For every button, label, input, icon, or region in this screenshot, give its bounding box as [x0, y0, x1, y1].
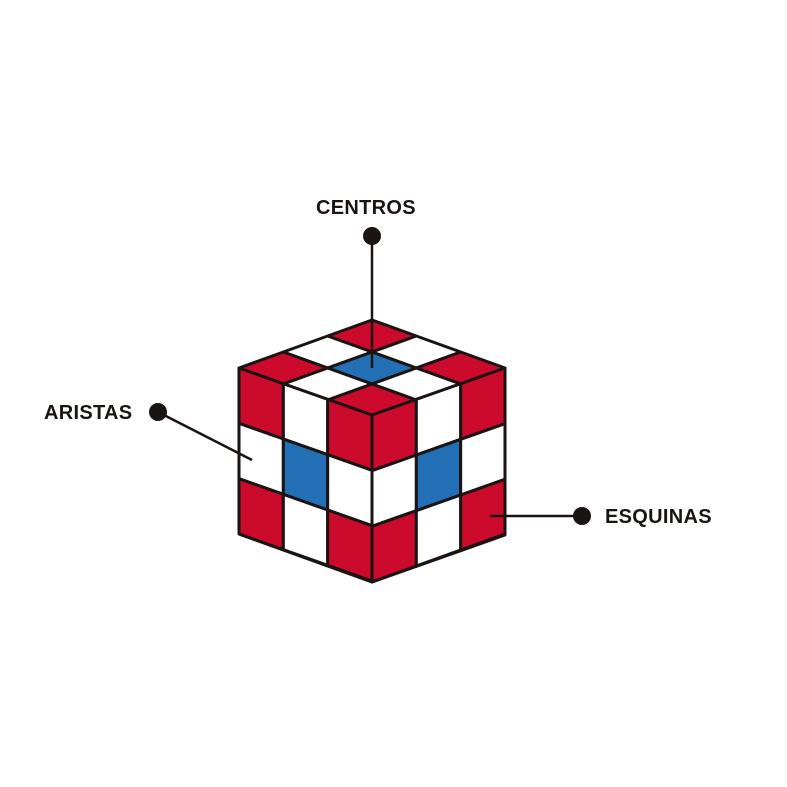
esquinas-label: ESQUINAS [605, 506, 712, 528]
cube-bottom-edge [238, 532, 506, 584]
callouts: CENTROS ARISTAS ESQUINAS [44, 197, 712, 528]
cube-faces [237, 318, 507, 584]
aristas-dot [149, 403, 167, 421]
centros-label: CENTROS [316, 197, 416, 219]
esquinas-dot [573, 507, 591, 525]
aristas-label: ARISTAS [44, 402, 132, 424]
aristas-leader-line [157, 410, 253, 462]
centros-dot [363, 227, 381, 245]
